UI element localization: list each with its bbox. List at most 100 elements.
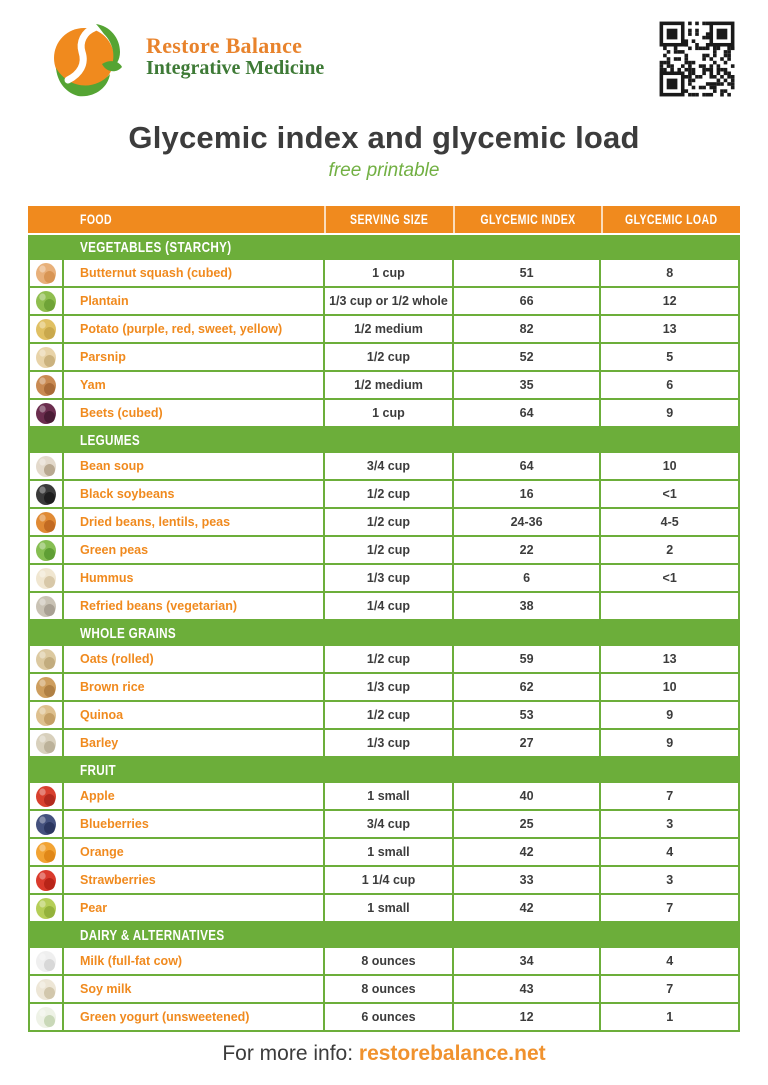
food-name-cell: Hummus [64, 565, 326, 593]
glycemic-index-value: 34 [519, 954, 534, 968]
glycemic-load-value-cell: 10 [601, 453, 740, 481]
table-row: Green peas 1/2 cup 22 2 [28, 537, 740, 565]
food-icon-cell [30, 730, 64, 758]
column-header-serving: SERVING SIZE [323, 206, 453, 233]
food-name-cell: Potato (purple, red, sweet, yellow) [64, 316, 326, 344]
glycemic-load-value: 13 [662, 652, 677, 666]
serving-size: 1/2 cup [366, 487, 410, 501]
food-name-cell: Barley [64, 730, 326, 758]
glycemic-index-value: 53 [519, 708, 534, 722]
page-title: Glycemic index and glycemic load [128, 120, 640, 155]
glycemic-load-value-cell: 13 [601, 316, 740, 344]
glycemic-index-value: 25 [519, 817, 534, 831]
column-header-label: GLYCEMIC INDEX [480, 212, 576, 227]
glycemic-load-value: 2 [666, 543, 674, 557]
table-row: Orange 1 small 42 4 [28, 839, 740, 867]
glycemic-index-value: 52 [519, 350, 534, 364]
food-name: Orange [80, 845, 124, 859]
glycemic-index-value-cell: 82 [453, 316, 602, 344]
serving-size: 1/3 cup or 1/2 whole [329, 294, 448, 308]
food-name: Hummus [80, 571, 134, 585]
food-name: Barley [80, 736, 119, 750]
glycemic-index-value-cell: 64 [453, 400, 602, 428]
glycemic-index-value-cell: 16 [453, 481, 602, 509]
food-icon-cell [30, 895, 64, 923]
green-peas-icon [36, 540, 56, 561]
section-header: VEGETABLES (STARCHY) [28, 235, 740, 260]
serving-size: 1/2 medium [354, 322, 423, 336]
glycemic-index-value-cell: 6 [453, 565, 602, 593]
glycemic-index-value: 42 [519, 901, 534, 915]
food-icon-cell [30, 481, 64, 509]
table-row: Bean soup 3/4 cup 64 10 [28, 453, 740, 481]
dried-beans-lentils-icon [36, 512, 56, 533]
serving-size-cell: 1/3 cup [325, 565, 454, 593]
food-name-cell: Strawberries [64, 867, 326, 895]
glycemic-load-value-cell: 4-5 [601, 509, 740, 537]
table-row: Potato (purple, red, sweet, yellow) 1/2 m… [28, 316, 740, 344]
food-name: Beets (cubed) [80, 406, 163, 420]
glycemic-load-value: <1 [662, 487, 677, 501]
glycemic-index-value-cell: 12 [453, 1004, 602, 1032]
serving-size-cell: 1/2 cup [325, 509, 454, 537]
serving-size-cell: 1/2 medium [325, 372, 454, 400]
glycemic-load-value-cell: 2 [601, 537, 740, 565]
barley-icon [36, 733, 56, 754]
apple-icon [36, 786, 56, 807]
oats-icon [36, 649, 56, 670]
serving-size: 1 small [367, 901, 410, 915]
glycemic-load-value: 3 [666, 873, 674, 887]
food-name: Dried beans, lentils, peas [80, 515, 231, 529]
glycemic-index-value-cell: 42 [453, 839, 602, 867]
quinoa-icon [36, 705, 56, 726]
plantain-icon [36, 291, 56, 312]
glycemic-load-value-cell: 12 [601, 288, 740, 316]
yam-icon [36, 375, 56, 396]
glycemic-index-value: 42 [519, 845, 534, 859]
section-header-label: VEGETABLES (STARCHY) [80, 239, 232, 256]
food-icon-cell [30, 509, 64, 537]
food-name-cell: Oats (rolled) [64, 646, 326, 674]
food-icon-cell [30, 593, 64, 621]
serving-size: 8 ounces [361, 982, 416, 996]
glycemic-index-value-cell: 40 [453, 783, 602, 811]
food-name: Oats (rolled) [80, 652, 154, 666]
section-header: FRUIT [28, 758, 740, 783]
table-row: Dried beans, lentils, peas 1/2 cup 24-36 4-… [28, 509, 740, 537]
glycemic-index-value: 38 [519, 599, 534, 613]
glycemic-index-value-cell: 64 [453, 453, 602, 481]
serving-size: 1/2 cup [366, 515, 410, 529]
hummus-icon [36, 568, 56, 589]
table-row: Parsnip 1/2 cup 52 5 [28, 344, 740, 372]
glycemic-load-value-cell: 9 [601, 730, 740, 758]
food-name: Quinoa [80, 708, 124, 722]
food-name: Brown rice [80, 680, 145, 694]
food-name-cell: Plantain [64, 288, 326, 316]
footer-link[interactable]: restorebalance.net [358, 1042, 546, 1065]
section-header-label: FRUIT [80, 762, 117, 779]
glycemic-load-value-cell: <1 [601, 481, 740, 509]
glycemic-load-value: 10 [662, 459, 677, 473]
green-yogurt-icon [36, 1007, 56, 1028]
serving-size-cell: 1 cup [325, 400, 454, 428]
pear-icon [36, 898, 56, 919]
glycemic-load-value-cell: 7 [601, 783, 740, 811]
food-name: Bean soup [80, 459, 144, 473]
table-row: Hummus 1/3 cup 6 <1 [28, 565, 740, 593]
serving-size: 1 1/4 cup [361, 873, 416, 887]
serving-size-cell: 1/2 cup [325, 537, 454, 565]
section-header: DAIRY & ALTERNATIVES [28, 923, 740, 948]
serving-size: 1 small [367, 845, 410, 859]
glycemic-index-value: 33 [519, 873, 534, 887]
serving-size: 1/3 cup [366, 680, 410, 694]
serving-size: 6 ounces [361, 1010, 416, 1024]
table-row: Black soybeans 1/2 cup 16 <1 [28, 481, 740, 509]
food-name-cell: Beets (cubed) [64, 400, 326, 428]
food-name-cell: Yam [64, 372, 326, 400]
serving-size: 1/2 cup [366, 708, 410, 722]
serving-size: 3/4 cup [366, 817, 410, 831]
column-header-label: GLYCEMIC LOAD [625, 212, 718, 227]
serving-size-cell: 8 ounces [325, 948, 454, 976]
glycemic-index-value-cell: 43 [453, 976, 602, 1004]
food-name: Strawberries [80, 873, 156, 887]
